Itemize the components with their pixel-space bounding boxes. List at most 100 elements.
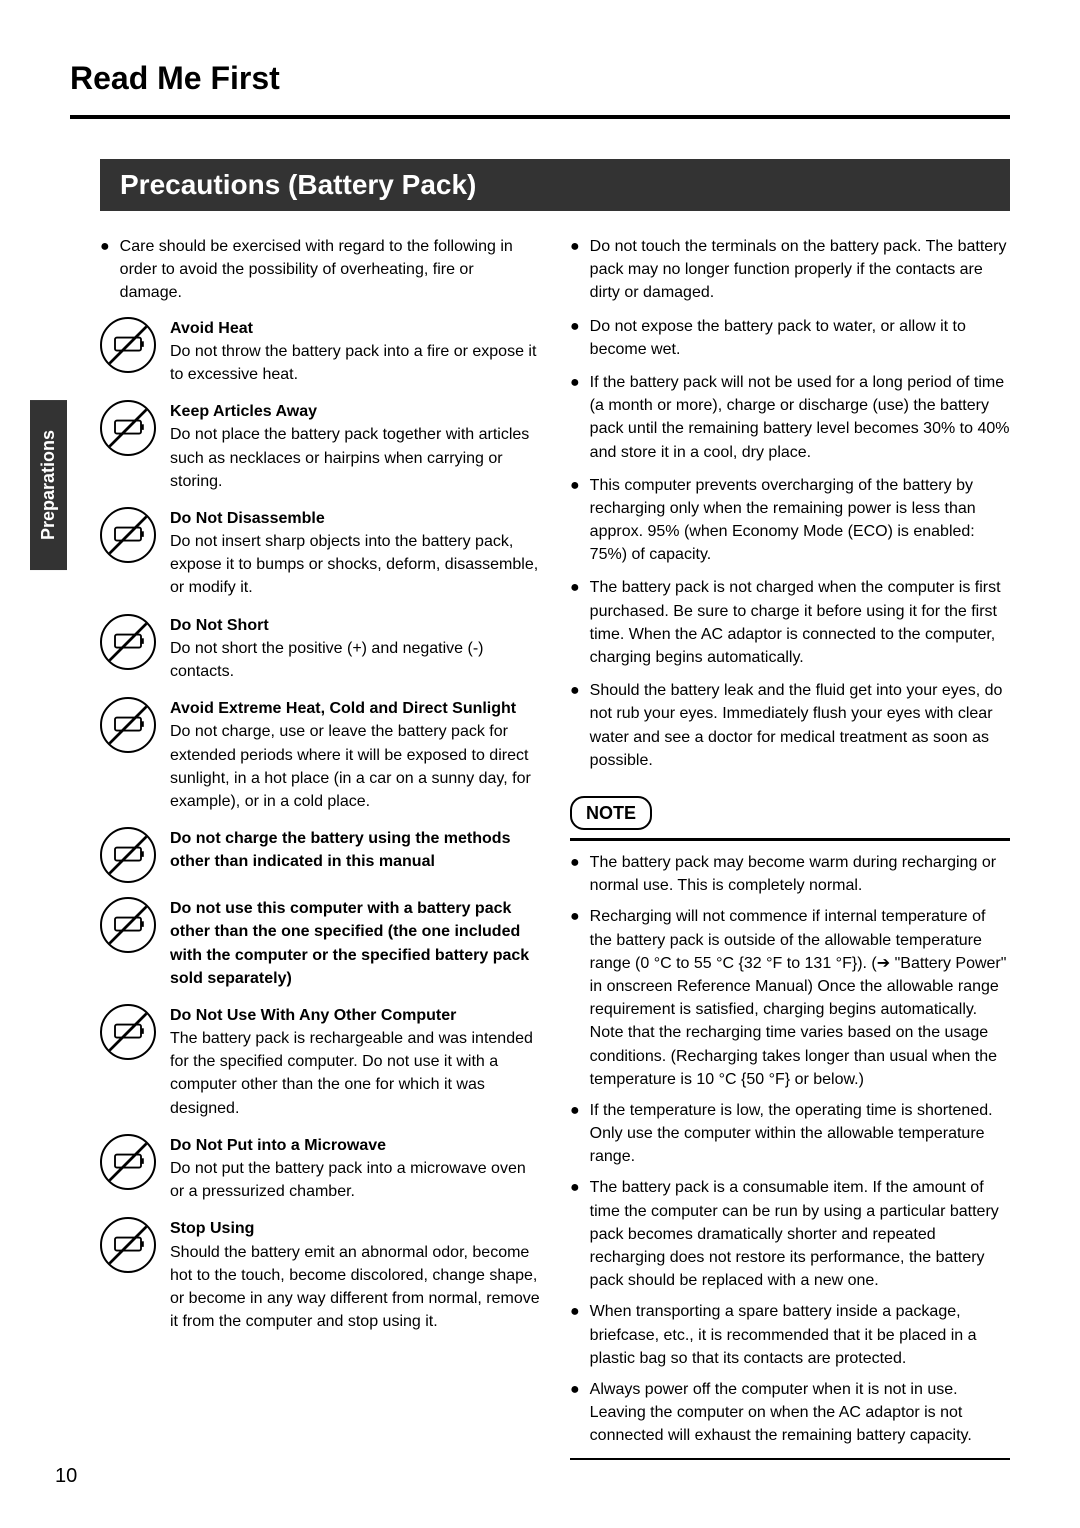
list-text: Do not touch the terminals on the batter… <box>590 235 1010 305</box>
warning-body: Should the battery emit an abnormal odor… <box>170 1241 540 1334</box>
intro-bullet: ● Care should be exercised with regard t… <box>100 235 540 305</box>
bullet-dot: ● <box>570 1300 580 1370</box>
warning-text: Do not use this computer with a battery … <box>170 897 540 990</box>
note-text: The battery pack may become warm during … <box>590 851 1010 897</box>
list-item: ●The battery pack is not charged when th… <box>570 576 1010 669</box>
list-item: ●Do not expose the battery pack to water… <box>570 315 1010 361</box>
page-title: Read Me First <box>70 60 1010 97</box>
warning-title: Do not charge the battery using the meth… <box>170 827 540 873</box>
warning-title: Do not use this computer with a battery … <box>170 897 540 990</box>
note-item: ●The battery pack is a consumable item. … <box>570 1176 1010 1292</box>
note-label: NOTE <box>570 796 652 830</box>
warning-title: Avoid Extreme Heat, Cold and Direct Sunl… <box>170 697 540 720</box>
warning-body: Do not charge, use or leave the battery … <box>170 720 540 813</box>
prohibition-icon <box>100 897 156 953</box>
bullet-dot: ● <box>570 679 580 772</box>
warning-body: The battery pack is rechargeable and was… <box>170 1027 540 1120</box>
warning-title: Do Not Use With Any Other Computer <box>170 1004 540 1027</box>
prohibition-icon <box>100 614 156 670</box>
note-item: ●If the temperature is low, the operatin… <box>570 1099 1010 1169</box>
bullet-dot: ● <box>570 1099 580 1169</box>
warning-body: Do not insert sharp objects into the bat… <box>170 530 540 600</box>
warning-item: Keep Articles AwayDo not place the batte… <box>100 400 540 493</box>
warning-title: Avoid Heat <box>170 317 540 340</box>
warning-body: Do not place the battery pack together w… <box>170 423 540 493</box>
note-text: Always power off the computer when it is… <box>590 1378 1010 1448</box>
list-item: ●Should the battery leak and the fluid g… <box>570 679 1010 772</box>
warning-item: Stop UsingShould the battery emit an abn… <box>100 1217 540 1333</box>
warning-text: Do Not Use With Any Other ComputerThe ba… <box>170 1004 540 1120</box>
warning-item: Avoid Extreme Heat, Cold and Direct Sunl… <box>100 697 540 813</box>
prohibition-icon <box>100 1004 156 1060</box>
warning-title: Keep Articles Away <box>170 400 540 423</box>
warning-title: Do Not Disassemble <box>170 507 540 530</box>
bullet-dot: ● <box>570 905 580 1091</box>
note-text: Recharging will not commence if internal… <box>590 905 1010 1091</box>
note-rule-top <box>570 838 1010 841</box>
bullet-dot: ● <box>570 1378 580 1448</box>
warning-item: Do Not Put into a MicrowaveDo not put th… <box>100 1134 540 1204</box>
list-item: ●Do not touch the terminals on the batte… <box>570 235 1010 305</box>
warning-item: Do Not Use With Any Other ComputerThe ba… <box>100 1004 540 1120</box>
prohibition-icon <box>100 400 156 456</box>
list-text: Do not expose the battery pack to water,… <box>590 315 1010 361</box>
warning-title: Do Not Put into a Microwave <box>170 1134 540 1157</box>
warning-body: Do not put the battery pack into a micro… <box>170 1157 540 1203</box>
warning-text: Do Not ShortDo not short the positive (+… <box>170 614 540 684</box>
warning-item: Do not charge the battery using the meth… <box>100 827 540 883</box>
warning-text: Avoid HeatDo not throw the battery pack … <box>170 317 540 387</box>
prohibition-icon <box>100 1217 156 1273</box>
warning-item: Do not use this computer with a battery … <box>100 897 540 990</box>
warning-text: Do not charge the battery using the meth… <box>170 827 540 873</box>
warning-text: Stop UsingShould the battery emit an abn… <box>170 1217 540 1333</box>
warning-title: Do Not Short <box>170 614 540 637</box>
note-text: When transporting a spare battery inside… <box>590 1300 1010 1370</box>
prohibition-icon <box>100 507 156 563</box>
prohibition-icon <box>100 317 156 373</box>
list-text: This computer prevents overcharging of t… <box>590 474 1010 567</box>
list-item: ●This computer prevents overcharging of … <box>570 474 1010 567</box>
note-item: ●The battery pack may become warm during… <box>570 851 1010 897</box>
warning-item: Do Not ShortDo not short the positive (+… <box>100 614 540 684</box>
warning-list: Avoid HeatDo not throw the battery pack … <box>100 317 540 1334</box>
note-item: ●When transporting a spare battery insid… <box>570 1300 1010 1370</box>
right-column: ●Do not touch the terminals on the batte… <box>570 235 1010 1460</box>
warning-body: Do not throw the battery pack into a fir… <box>170 340 540 386</box>
list-text: Should the battery leak and the fluid ge… <box>590 679 1010 772</box>
section-banner: Precautions (Battery Pack) <box>100 159 1010 211</box>
bullet-dot: ● <box>570 1176 580 1292</box>
note-text: The battery pack is a consumable item. I… <box>590 1176 1010 1292</box>
note-bullet-list: ●The battery pack may become warm during… <box>570 851 1010 1448</box>
warning-body: Do not short the positive (+) and negati… <box>170 637 540 683</box>
bullet-dot: ● <box>570 235 580 305</box>
warning-item: Do Not DisassembleDo not insert sharp ob… <box>100 507 540 600</box>
header-rule <box>70 115 1010 119</box>
note-item: ●Recharging will not commence if interna… <box>570 905 1010 1091</box>
page-number: 10 <box>55 1465 77 1488</box>
bullet-dot: ● <box>100 235 110 305</box>
side-tab-preparations: Preparations <box>30 400 67 570</box>
note-item: ●Always power off the computer when it i… <box>570 1378 1010 1448</box>
prohibition-icon <box>100 697 156 753</box>
bullet-dot: ● <box>570 851 580 897</box>
prohibition-icon <box>100 827 156 883</box>
list-item: ●If the battery pack will not be used fo… <box>570 371 1010 464</box>
list-text: The battery pack is not charged when the… <box>590 576 1010 669</box>
right-bullet-list: ●Do not touch the terminals on the batte… <box>570 235 1010 772</box>
note-rule-bottom <box>570 1458 1010 1460</box>
left-column: ● Care should be exercised with regard t… <box>100 235 540 1460</box>
note-text: If the temperature is low, the operating… <box>590 1099 1010 1169</box>
bullet-dot: ● <box>570 474 580 567</box>
warning-text: Keep Articles AwayDo not place the batte… <box>170 400 540 493</box>
content-columns: ● Care should be exercised with regard t… <box>100 235 1010 1460</box>
warning-title: Stop Using <box>170 1217 540 1240</box>
bullet-dot: ● <box>570 315 580 361</box>
bullet-dot: ● <box>570 576 580 669</box>
warning-text: Avoid Extreme Heat, Cold and Direct Sunl… <box>170 697 540 813</box>
warning-text: Do Not Put into a MicrowaveDo not put th… <box>170 1134 540 1204</box>
list-text: If the battery pack will not be used for… <box>590 371 1010 464</box>
prohibition-icon <box>100 1134 156 1190</box>
warning-text: Do Not DisassembleDo not insert sharp ob… <box>170 507 540 600</box>
intro-text: Care should be exercised with regard to … <box>120 235 540 305</box>
warning-item: Avoid HeatDo not throw the battery pack … <box>100 317 540 387</box>
